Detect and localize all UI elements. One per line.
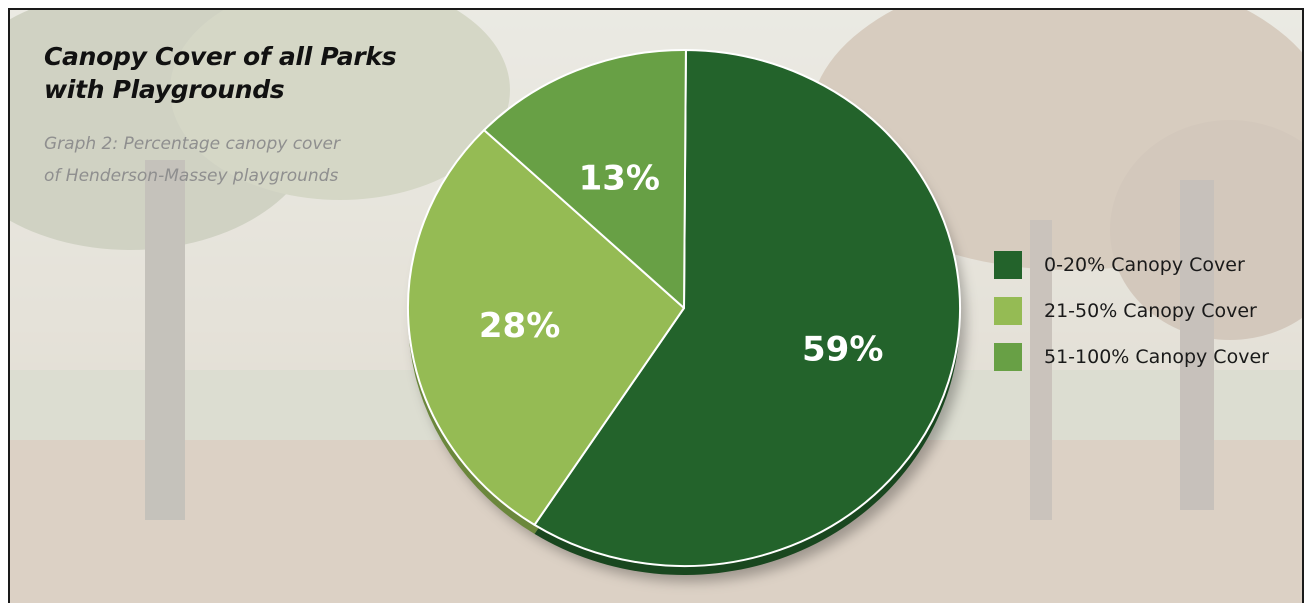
pie-slice-0-20pct-canopy-cover: [533, 49, 961, 567]
chart-legend: 0-20% Canopy Cover 21-50% Canopy Cover 51-…: [994, 250, 1302, 388]
pie-data-label-0-20pct-canopy-cover: 59%: [802, 330, 883, 370]
chart-title: Canopy Cover of all Parks with Playgroun…: [44, 42, 397, 104]
pie-data-label-21-50pct-canopy-cover: 28%: [479, 306, 560, 346]
pie-data-label-51-100pct-canopy-cover: 13%: [579, 158, 660, 198]
pie-chart: 59% 28% 13%: [407, 49, 966, 582]
legend-label: 51-100% Canopy Cover: [1044, 346, 1269, 368]
legend-swatch: [994, 251, 1022, 279]
pie-slice-51-100pct-canopy-cover: [483, 49, 687, 309]
chart-subtitle: Graph 2: Percentage canopy cover of Hend…: [44, 134, 340, 186]
legend-item-51-100pct-canopy-cover: 51-100% Canopy Cover: [994, 342, 1302, 372]
legend-item-21-50pct-canopy-cover: 21-50% Canopy Cover: [994, 296, 1302, 326]
chart-frame: Canopy Cover of all Parks with Playgroun…: [8, 8, 1304, 603]
pie-slice-21-50pct-canopy-cover: [407, 129, 685, 526]
legend-swatch: [994, 297, 1022, 325]
legend-swatch: [994, 343, 1022, 371]
legend-item-0-20pct-canopy-cover: 0-20% Canopy Cover: [994, 250, 1302, 280]
legend-label: 0-20% Canopy Cover: [1044, 254, 1245, 276]
legend-label: 21-50% Canopy Cover: [1044, 300, 1257, 322]
